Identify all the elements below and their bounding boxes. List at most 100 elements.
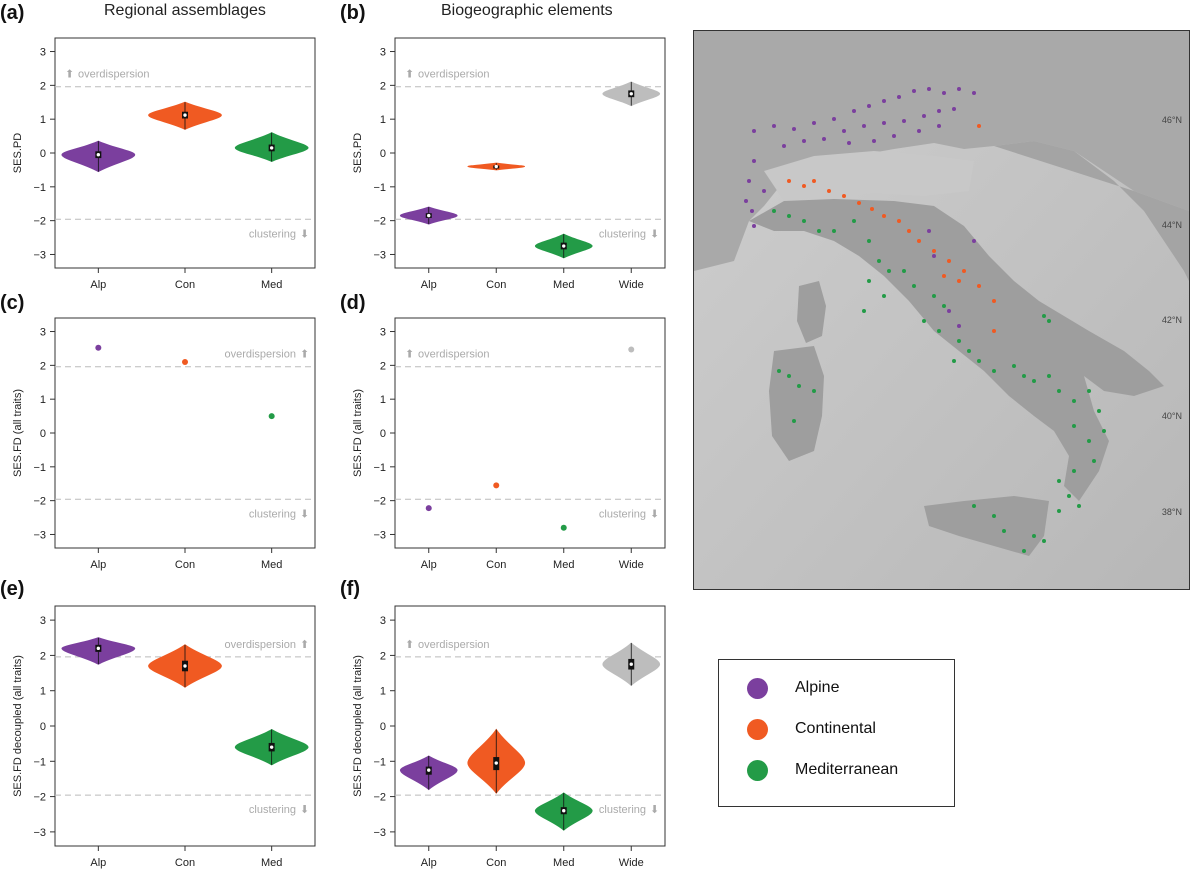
map-land-balkans — [994, 141, 1189, 281]
y-axis-label: SES.FD decoupled (all traits) — [12, 655, 24, 797]
y-tick-label: 0 — [40, 148, 46, 160]
violin-median-alp — [427, 768, 431, 772]
site-alpine — [937, 109, 941, 113]
site-mediterranean — [887, 269, 891, 273]
site-continental — [827, 189, 831, 193]
site-continental — [842, 194, 846, 198]
site-mediterranean — [1092, 459, 1096, 463]
site-mediterranean — [1072, 399, 1076, 403]
site-continental — [992, 329, 996, 333]
x-tick-label-alp: Alp — [90, 279, 106, 291]
y-tick-label: 3 — [380, 47, 386, 59]
legend: Alpine Continental Mediterranean — [718, 659, 955, 807]
legend-item-alpine: Alpine — [719, 674, 954, 704]
site-mediterranean — [937, 329, 941, 333]
site-mediterranean — [792, 419, 796, 423]
site-continental — [947, 259, 951, 263]
site-mediterranean — [1042, 314, 1046, 318]
x-tick-label-con: Con — [486, 559, 506, 571]
map-land-sicily — [924, 496, 1049, 556]
site-alpine — [952, 107, 956, 111]
site-mediterranean — [967, 349, 971, 353]
point-wide — [628, 346, 635, 353]
y-tick-label: 2 — [40, 650, 46, 662]
site-continental — [962, 269, 966, 273]
site-mediterranean — [992, 369, 996, 373]
site-mediterranean — [922, 319, 926, 323]
site-mediterranean — [812, 389, 816, 393]
site-mediterranean — [1057, 389, 1061, 393]
violin-median-alp — [427, 213, 431, 218]
site-alpine — [772, 124, 776, 128]
y-tick-label: 0 — [380, 721, 386, 733]
site-mediterranean — [1042, 539, 1046, 543]
overdispersion-arrow-icon: ⬆ — [300, 639, 309, 651]
site-continental — [932, 249, 936, 253]
site-alpine — [922, 114, 926, 118]
y-axis-label: SES.FD (all traits) — [12, 389, 24, 477]
site-alpine — [957, 324, 961, 328]
site-mediterranean — [777, 369, 781, 373]
point-med — [268, 413, 275, 420]
x-tick-label-wide: Wide — [619, 559, 644, 571]
map-land-corsica — [797, 281, 826, 343]
point-med — [560, 524, 567, 531]
y-tick-label: 1 — [40, 686, 46, 698]
y-tick-label: 2 — [380, 650, 386, 662]
site-alpine — [927, 87, 931, 91]
chart-a: −3 −2 −1 0 1 2 3 SES.PD Alp Con Med ⬆ overdispersion… — [0, 0, 330, 295]
italy-site-map: 46°N 44°N 42°N 40°N 38°N — [693, 30, 1190, 590]
point-alp — [95, 344, 102, 351]
site-alpine — [752, 129, 756, 133]
panel-letter-f: (f) — [340, 578, 360, 600]
legend-label-mediterranean: Mediterranean — [795, 761, 899, 778]
site-mediterranean — [1087, 389, 1091, 393]
clustering-arrow-icon: ⬇ — [300, 804, 309, 816]
y-tick-label: 3 — [380, 615, 386, 627]
map-land-po-plain — [764, 151, 974, 201]
clustering-label: clustering — [599, 508, 646, 520]
map-land-peninsula — [749, 199, 1164, 501]
x-tick-label-med: Med — [553, 279, 574, 291]
latitude-label: 46°N — [1162, 115, 1182, 125]
y-axis-label: SES.FD (all traits) — [352, 389, 364, 477]
site-alpine — [802, 139, 806, 143]
latitude-label: 38°N — [1162, 507, 1182, 517]
site-continental — [957, 279, 961, 283]
site-mediterranean — [972, 504, 976, 508]
site-alpine — [822, 137, 826, 141]
x-tick-label-alp: Alp — [90, 559, 106, 571]
y-tick-label: −2 — [33, 216, 46, 228]
overdispersion-label: overdispersion — [224, 349, 296, 361]
y-tick-label: −3 — [373, 249, 386, 261]
site-continental — [992, 299, 996, 303]
overdispersion-arrow-icon: ⬆ — [405, 69, 414, 81]
site-continental — [897, 219, 901, 223]
y-tick-label: −1 — [373, 462, 386, 474]
overdispersion-label: overdispersion — [418, 349, 490, 361]
site-mediterranean — [1077, 504, 1081, 508]
site-mediterranean — [992, 514, 996, 518]
point-con — [493, 482, 500, 489]
site-mediterranean — [1102, 429, 1106, 433]
violin-median-alp — [96, 152, 101, 157]
site-mediterranean — [1057, 509, 1061, 513]
y-axis-label: SES.FD decoupled (all traits) — [352, 655, 364, 797]
x-tick-label-con: Con — [486, 279, 506, 291]
site-alpine — [972, 91, 976, 95]
map-land-sardinia — [769, 346, 824, 461]
y-tick-label: −3 — [33, 827, 46, 839]
site-continental — [907, 229, 911, 233]
site-mediterranean — [1087, 439, 1091, 443]
y-tick-label: 1 — [380, 686, 386, 698]
legend-item-continental: Continental — [719, 715, 954, 745]
x-tick-label-alp: Alp — [90, 857, 106, 869]
site-mediterranean — [1047, 374, 1051, 378]
y-tick-label: 3 — [380, 327, 386, 339]
panel-letter-e: (e) — [0, 578, 25, 600]
clustering-label: clustering — [249, 508, 296, 520]
site-alpine — [897, 95, 901, 99]
site-alpine — [862, 124, 866, 128]
site-alpine — [972, 239, 976, 243]
site-alpine — [747, 179, 751, 183]
